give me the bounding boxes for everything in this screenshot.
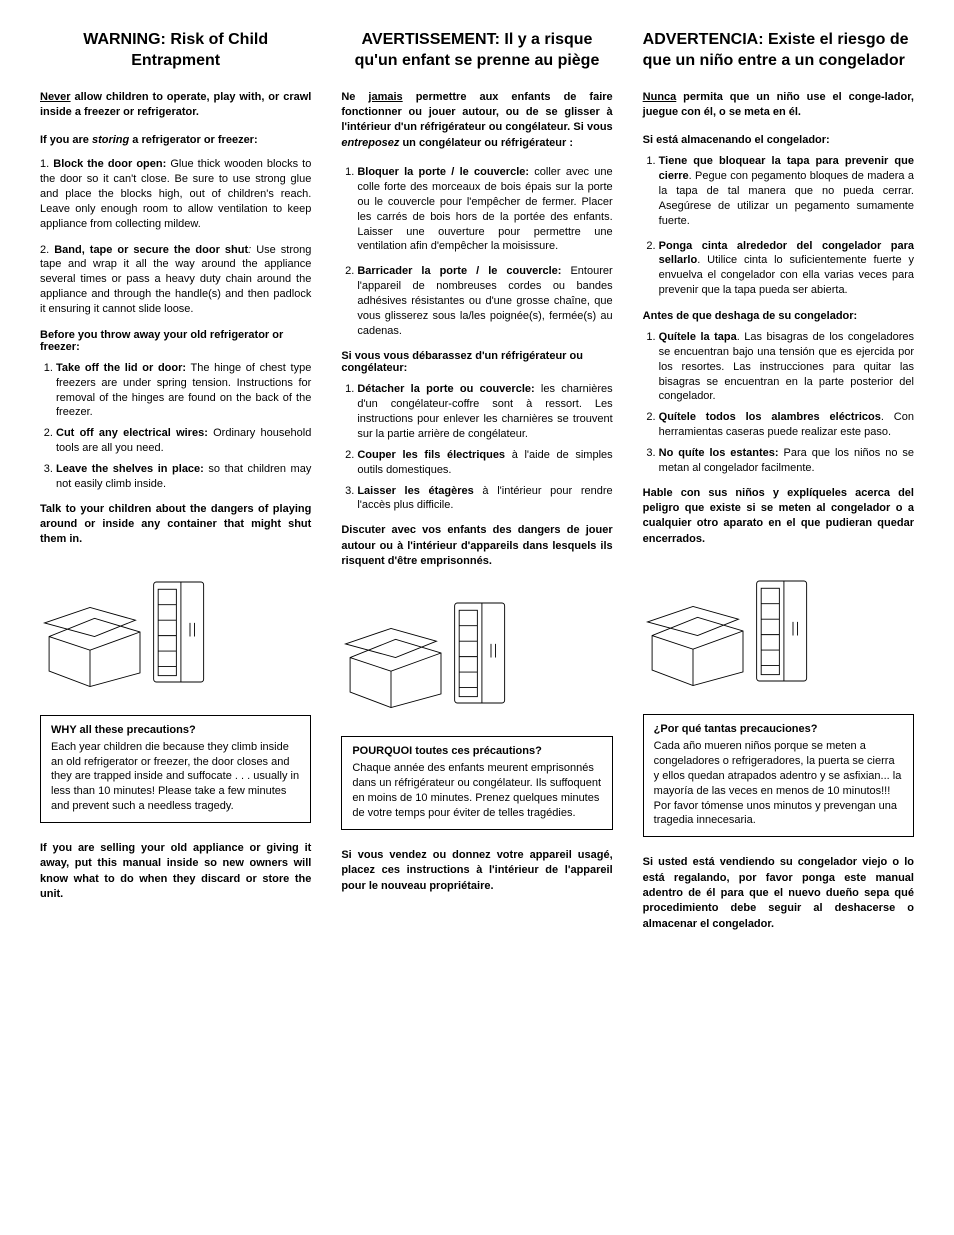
- store-item-2-fr: Barricader la porte / le couvercle: Ento…: [357, 264, 612, 338]
- lead-fr: Ne jamais permettre aux enfants de faire…: [341, 90, 612, 152]
- footer-fr: Si vous vendez ou donnez votre appareil …: [341, 848, 612, 894]
- before-list-fr: Détacher la porte ou couvercle: les char…: [341, 382, 612, 513]
- warning-title-es: ADVERTENCIA: Existe el riesgo de que un …: [643, 30, 914, 72]
- freezer-illustration-es: [643, 571, 914, 696]
- store-list-fr: Bloquer la porte / le couvercle: coller …: [341, 165, 612, 338]
- warning-title-fr: AVERTISSEMENT: Il y a risque qu'un enfan…: [341, 30, 612, 72]
- before-item-3-fr: Laisser les étagères à l'intérieur pour …: [357, 484, 612, 514]
- before-item-1-fr: Détacher la porte ou couvercle: les char…: [357, 382, 612, 441]
- box-text-en: Each year children die because they clim…: [51, 740, 300, 814]
- store-item-1-en: 1. Block the door open: Glue thick woode…: [40, 157, 311, 231]
- box-title-en: WHY all these precautions?: [51, 724, 300, 736]
- lead-en: Never allow children to operate, play wi…: [40, 90, 311, 121]
- before-item-3-en: Leave the shelves in place: so that chil…: [56, 462, 311, 492]
- never-word: Never: [40, 91, 71, 103]
- box-title-es: ¿Por qué tantas precauciones?: [654, 723, 903, 735]
- store-item-2-es: Ponga cinta alrededor del congelador par…: [659, 239, 914, 298]
- before-item-2-en: Cut off any electrical wires: Ordinary h…: [56, 426, 311, 456]
- box-text-es: Cada año mueren niños porque se meten a …: [654, 739, 903, 828]
- freezer-illustration-en: [40, 572, 311, 697]
- before-label-fr: Si vous vous débarassez d'un réfrigérate…: [341, 350, 612, 374]
- before-item-2-es: Quítele todos los alambres eléctricos. C…: [659, 410, 914, 440]
- talk-en: Talk to your children about the dangers …: [40, 502, 311, 548]
- lead-es: Nunca permita que un niño use el conge-l…: [643, 90, 914, 121]
- freezer-icon: [341, 593, 541, 713]
- talk-es: Hable con sus niños y explíqueles acerca…: [643, 486, 914, 548]
- footer-en: If you are selling your old appliance or…: [40, 841, 311, 903]
- store-item-1-es: Tiene que bloquear la tapa para prevenir…: [659, 154, 914, 228]
- column-english: WARNING: Risk of Child Entrapment Never …: [40, 30, 311, 943]
- before-label-es: Antes de que deshaga de su congelador:: [643, 310, 914, 322]
- before-label-en: Before you throw away your old refrigera…: [40, 329, 311, 353]
- precaution-box-es: ¿Por qué tantas precauciones? Cada año m…: [643, 714, 914, 837]
- talk-fr: Discuter avec vos enfants des dangers de…: [341, 523, 612, 569]
- storing-label-en: If you are storing a refrigerator or fre…: [40, 134, 311, 146]
- store-item-2-en: 2. Band, tape or secure the door shut: U…: [40, 243, 311, 317]
- warning-title-en: WARNING: Risk of Child Entrapment: [40, 30, 311, 72]
- page-columns: WARNING: Risk of Child Entrapment Never …: [40, 30, 914, 943]
- before-list-en: Take off the lid or door: The hinge of c…: [40, 361, 311, 492]
- before-list-es: Quítele la tapa. Las bisagras de los con…: [643, 330, 914, 476]
- before-item-1-es: Quítele la tapa. Las bisagras de los con…: [659, 330, 914, 404]
- before-item-3-es: No quíte los estantes: Para que los niño…: [659, 446, 914, 476]
- freezer-icon: [643, 571, 843, 691]
- before-item-2-fr: Couper les fils électriques à l'aide de …: [357, 448, 612, 478]
- freezer-illustration-fr: [341, 593, 612, 718]
- column-spanish: ADVERTENCIA: Existe el riesgo de que un …: [643, 30, 914, 943]
- storing-label-es: Si está almacenando el congelador:: [643, 134, 914, 146]
- store-item-1-fr: Bloquer la porte / le couvercle: coller …: [357, 165, 612, 254]
- freezer-icon: [40, 572, 240, 692]
- column-french: AVERTISSEMENT: Il y a risque qu'un enfan…: [341, 30, 612, 943]
- precaution-box-fr: POURQUOI toutes ces précautions? Chaque …: [341, 736, 612, 829]
- footer-es: Si usted está vendiendo su congelador vi…: [643, 855, 914, 932]
- before-item-1-en: Take off the lid or door: The hinge of c…: [56, 361, 311, 420]
- box-title-fr: POURQUOI toutes ces précautions?: [352, 745, 601, 757]
- precaution-box-en: WHY all these precautions? Each year chi…: [40, 715, 311, 823]
- store-list-es: Tiene que bloquear la tapa para prevenir…: [643, 154, 914, 298]
- box-text-fr: Chaque année des enfants meurent empriso…: [352, 761, 601, 820]
